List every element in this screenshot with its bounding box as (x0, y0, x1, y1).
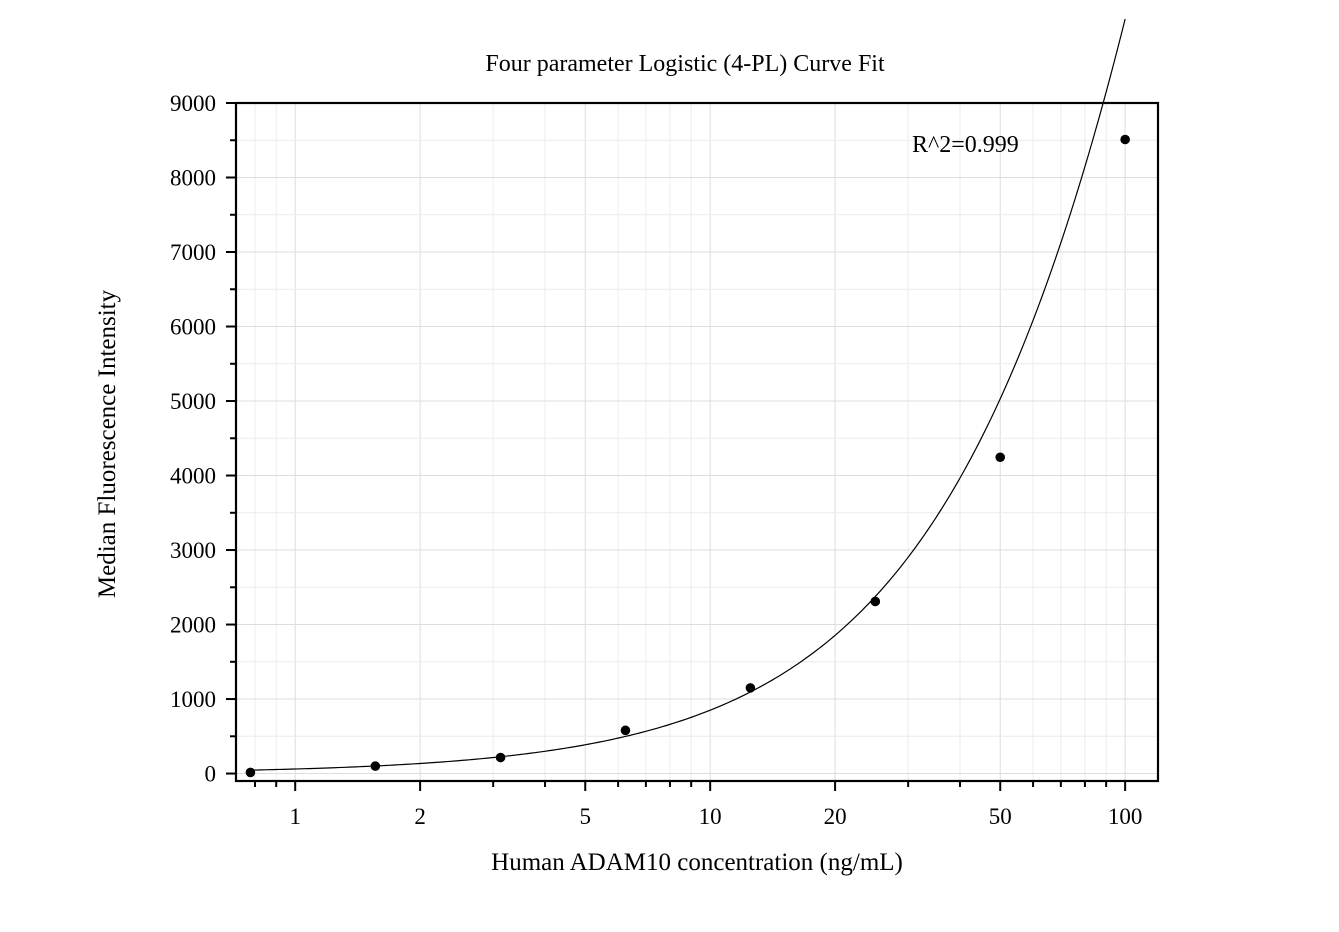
y-tick-label: 7000 (170, 240, 216, 265)
y-tick-label: 6000 (170, 315, 216, 340)
data-point (745, 683, 756, 693)
y-tick-label: 1000 (170, 687, 216, 712)
y-tick-label: 9000 (170, 91, 216, 116)
r-squared-annotation: R^2=0.999 (912, 132, 1019, 158)
data-point (870, 596, 881, 607)
x-tick-label: 2 (414, 804, 426, 829)
x-tick-label: 5 (580, 804, 592, 829)
grid-lines (236, 102, 1158, 781)
y-tick-label: 5000 (170, 389, 216, 414)
data-point (495, 752, 506, 763)
x-tick-label: 10 (699, 804, 722, 829)
y-tick-label: 4000 (170, 464, 216, 489)
data-point (995, 452, 1006, 463)
y-tick-label: 3000 (170, 538, 216, 563)
x-axis-label: Human ADAM10 concentration (ng/mL) (491, 849, 903, 876)
y-tick-labels: 0 1000 2000 3000 4000 5000 6000 7000 8000 9000 (170, 91, 216, 787)
axis-ticks (226, 102, 1127, 791)
x-tick-label: 50 (989, 804, 1012, 829)
x-tick-label: 100 (1108, 804, 1143, 829)
y-tick-label: 0 (205, 762, 217, 787)
plot-frame (234, 101, 1160, 783)
x-tick-label: 1 (289, 804, 301, 829)
data-point (1120, 134, 1130, 145)
x-tick-labels: 1 2 5 10 20 50 100 (289, 804, 1142, 829)
data-point (245, 767, 256, 778)
y-tick-label: 2000 (170, 613, 216, 638)
x-tick-label: 20 (824, 804, 847, 829)
y-axis-label: Median Fluorescence Intensity (94, 289, 121, 598)
data-point (620, 725, 631, 736)
data-point (370, 761, 381, 771)
data-points (245, 134, 1130, 778)
chart-title: Four parameter Logistic (4-PL) Curve Fit (485, 51, 885, 77)
y-tick-label: 8000 (170, 166, 216, 191)
fit-curve (250, 18, 1126, 771)
